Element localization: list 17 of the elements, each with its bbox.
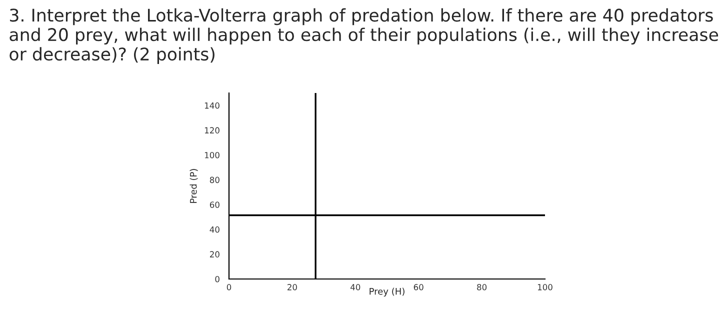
y-tick-label: 0 [215, 276, 220, 282]
y-tick-label: 140 [204, 102, 220, 109]
y-axis-title: Pred (P) [190, 169, 198, 203]
x-tick-label: 0 [226, 284, 232, 290]
y-tick-label: 120 [204, 127, 220, 134]
y-tick-label: 100 [204, 152, 220, 158]
x-tick-label: 80 [477, 284, 487, 290]
y-tick-label: 60 [210, 202, 220, 208]
y-tick-label: 80 [210, 176, 220, 184]
x-tick-label: 20 [288, 284, 297, 290]
x-tick-label: 100 [538, 284, 552, 290]
y-tick-label: 40 [210, 226, 220, 233]
x-axis-title: Prey (H) [370, 288, 404, 296]
x-tick-label: 40 [350, 284, 360, 290]
chart-title: 3. Interpret the Lotka-Volterra graph of predation below. If there are 40 predators and 20 prey, what will happen to each of their populations (i.e., will they increase or decrease)? (2 points) [10, 8, 718, 64]
y-tick-label: 20 [210, 251, 220, 258]
x-tick-label: 60 [414, 284, 424, 290]
